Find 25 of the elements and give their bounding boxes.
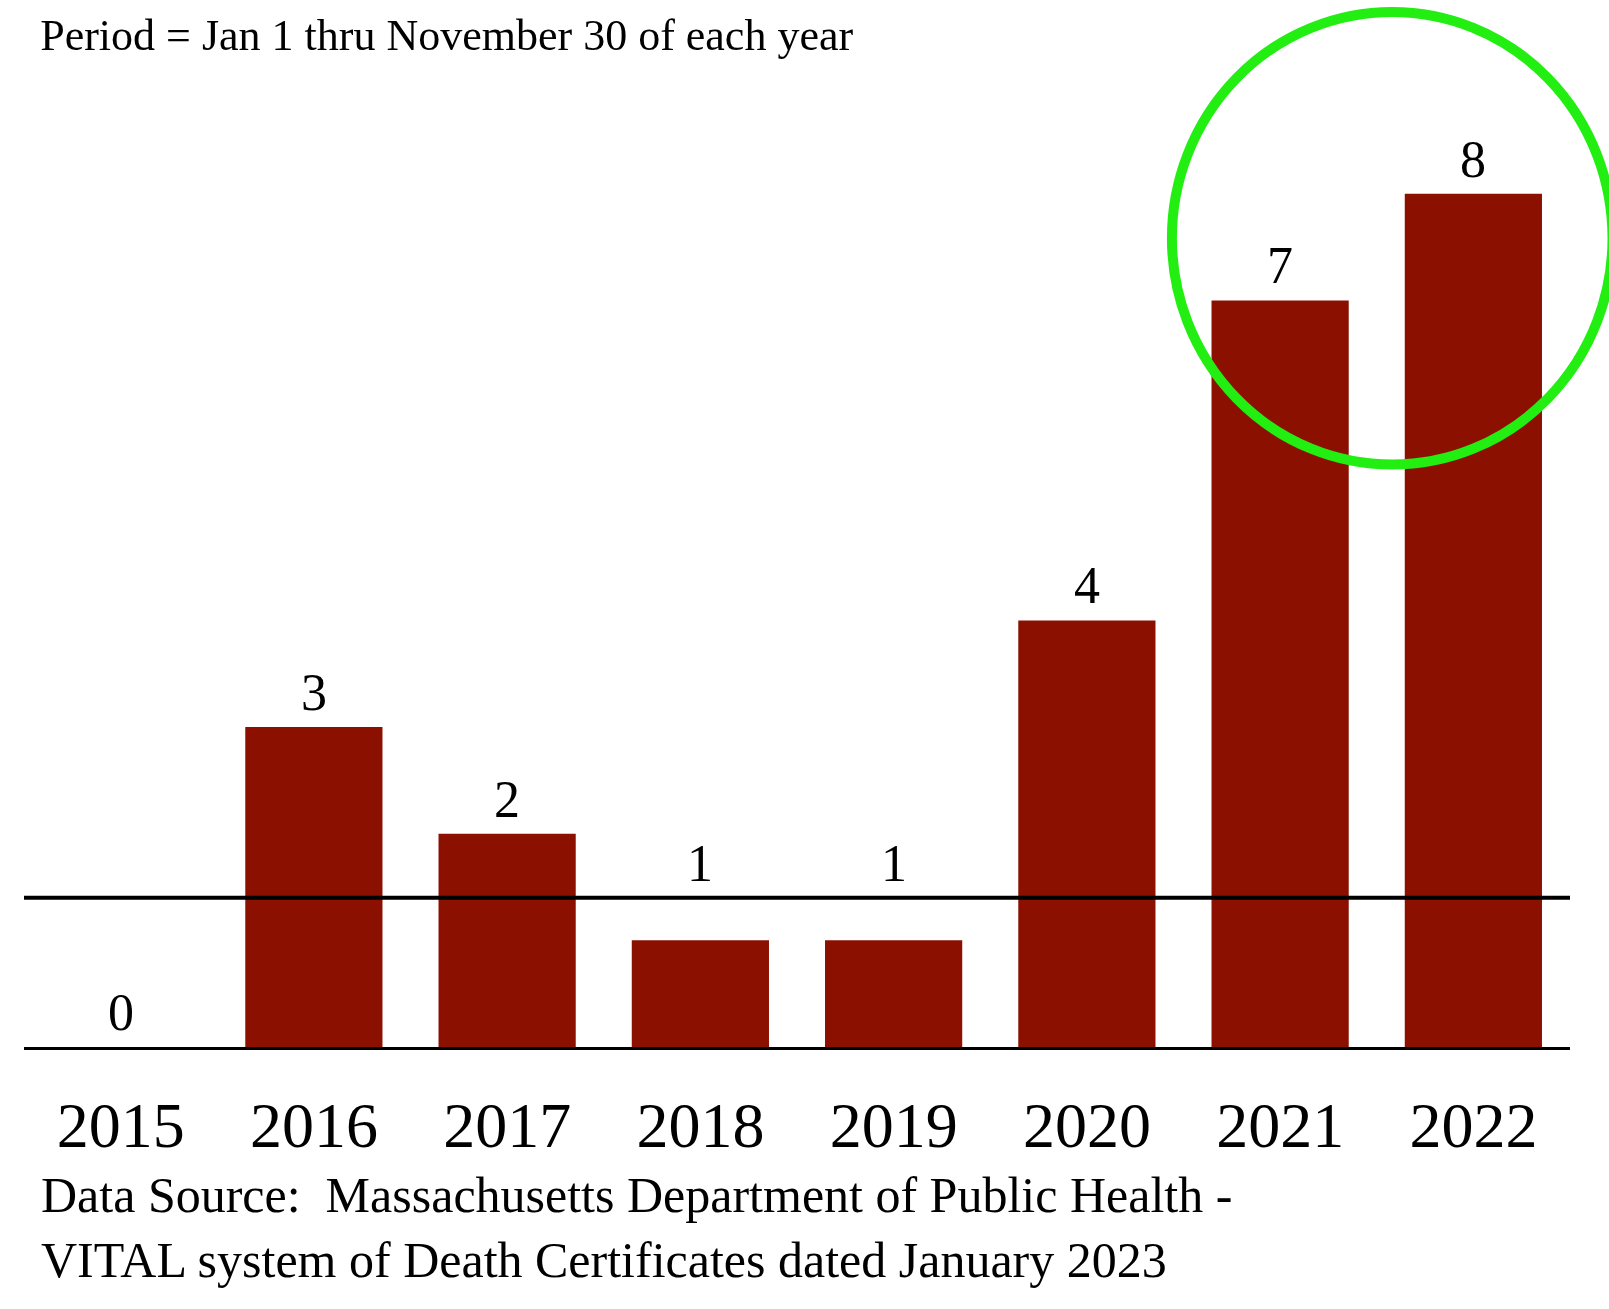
bar [825,940,963,1047]
data-label: 3 [301,664,327,721]
x-tick-label: 2021 [1216,1089,1345,1161]
source-note: Data Source: Massachusetts Department of Public Health - VITAL system of Death Certificates dated January 2023 [41,1167,1233,1288]
bar [631,940,769,1047]
data-label: 8 [1460,131,1486,188]
x-tick-label: 2018 [636,1089,765,1161]
x-tick-label: 2016 [249,1089,378,1161]
x-tick-label: 2019 [829,1089,958,1161]
data-label: 1 [687,835,713,892]
x-tick-label: 2015 [56,1089,185,1161]
bar [438,833,576,1047]
bar [245,727,383,1047]
x-tick-label: 2020 [1022,1089,1151,1161]
data-label: 1 [881,835,907,892]
data-label: 0 [108,984,134,1041]
data-label: 2 [494,771,520,828]
x-tick-label: 2017 [443,1089,572,1161]
bar [1018,620,1156,1047]
chart-title: Period = Jan 1 thru November 30 of each year [40,11,854,61]
data-label: 7 [1267,237,1293,294]
data-label: 4 [1074,557,1100,614]
x-tick-label: 2022 [1409,1089,1538,1161]
bar [1211,300,1349,1047]
bar [1404,193,1542,1047]
